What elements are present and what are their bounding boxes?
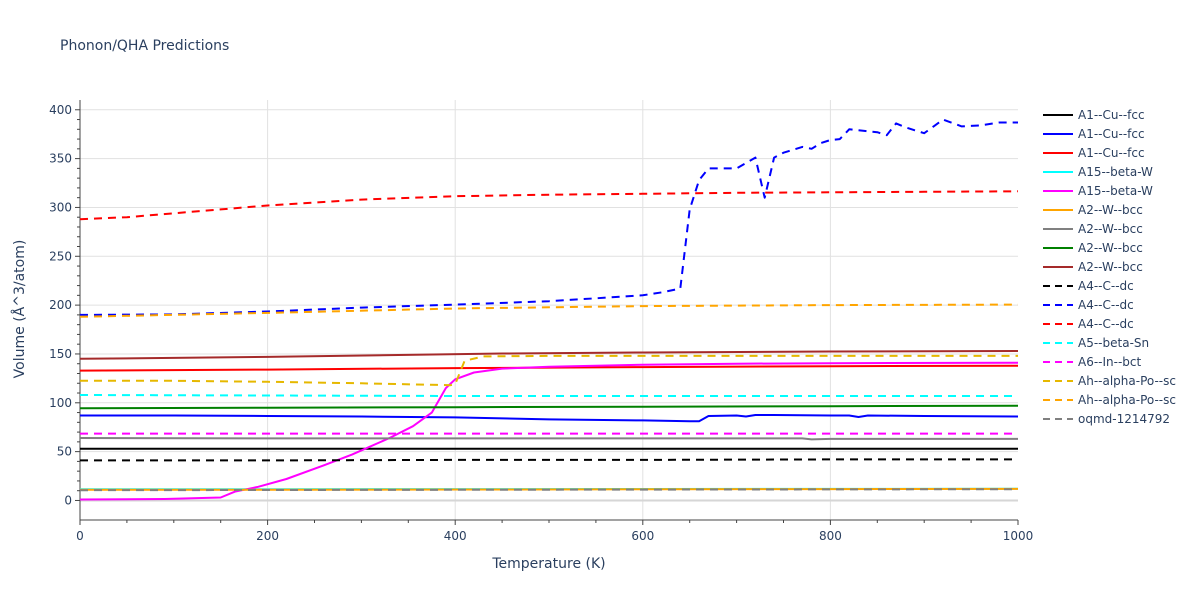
legend-label-13: A5--beta-Sn <box>1078 336 1149 350</box>
x-tick-label: 600 <box>631 529 654 543</box>
legend-label-2: A1--Cu--fcc <box>1078 127 1145 141</box>
series-line-9 <box>79 350 1019 360</box>
series-line-15 <box>80 354 1018 387</box>
series-line-2 <box>80 414 1019 423</box>
legend-label-16: Ah--alpha-Po--sc <box>1078 393 1176 407</box>
series-line-13 <box>79 394 1018 397</box>
y-tick-label: 150 <box>49 347 72 361</box>
y-tick-label: 400 <box>49 103 72 117</box>
x-tick-label: 800 <box>819 529 842 543</box>
y-axis-title: Volume (Å^3/atom) <box>11 240 28 379</box>
legend-label-10: A4--C--dc <box>1078 279 1134 293</box>
y-tick-label: 50 <box>57 445 72 459</box>
legend-label-7: A2--W--bcc <box>1078 222 1143 236</box>
y-tick-label: 300 <box>49 200 72 214</box>
series-line-8 <box>79 404 1019 410</box>
legend: A1--Cu--fcc A1--Cu--fcc A1--Cu--fcc A15--be… <box>1043 108 1176 426</box>
x-tick-label: 1000 <box>1003 529 1034 543</box>
series-line-11 <box>79 118 1018 316</box>
x-tick-label: 200 <box>256 529 279 543</box>
chart-title: Phonon/QHA Predictions <box>60 38 229 54</box>
legend-label-5: A15--beta-W <box>1078 184 1153 198</box>
legend-label-14: A6--In--bct <box>1078 355 1142 369</box>
legend-label-1: A1--Cu--fcc <box>1078 108 1145 122</box>
axes <box>75 100 1019 525</box>
series-line-10 <box>80 458 1018 462</box>
legend-label-3: A1--Cu--fcc <box>1078 146 1145 160</box>
legend-label-8: A2--W--bcc <box>1078 241 1143 255</box>
legend-label-12: A4--C--dc <box>1078 317 1134 331</box>
y-tick-label: 100 <box>49 396 72 410</box>
tick-labels: 0 200 400 600 800 1000 0 50 100 150 200 250 300 350 40… <box>49 103 1033 543</box>
y-tick-label: 200 <box>49 298 72 312</box>
legend-label-11: A4--C--dc <box>1078 298 1134 312</box>
y-tick-label: 250 <box>49 249 72 263</box>
legend-label-4: A15--beta-W <box>1078 165 1153 179</box>
legend-label-6: A2--W--bcc <box>1078 203 1143 217</box>
series-line-17 <box>79 488 1019 492</box>
plot-area <box>79 118 1019 501</box>
y-tick-label: 0 <box>64 493 72 507</box>
legend-label-15: Ah--alpha-Po--sc <box>1078 374 1176 388</box>
x-tick-label: 0 <box>76 529 84 543</box>
legend-label-17: oqmd-1214792 <box>1078 412 1170 426</box>
series-line-16 <box>79 303 1019 318</box>
series-line-7 <box>79 437 1018 441</box>
x-axis-title: Temperature (K) <box>491 556 605 572</box>
y-tick-label: 350 <box>49 152 72 166</box>
x-tick-label: 400 <box>444 529 467 543</box>
legend-label-9: A2--W--bcc <box>1078 260 1143 274</box>
